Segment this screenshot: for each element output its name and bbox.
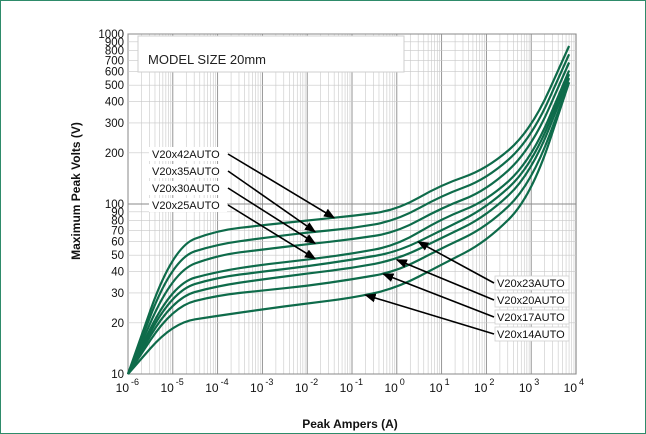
series-label-bg bbox=[494, 326, 570, 342]
y-tick-label: 50 bbox=[111, 250, 124, 262]
series-label: V20x35AUTO bbox=[152, 166, 220, 178]
series-line-v20x20auto bbox=[127, 77, 571, 375]
x-tick-exponent: -3 bbox=[265, 377, 273, 387]
y-tick-label: 90 bbox=[111, 207, 124, 219]
x-tick-label: 10 bbox=[250, 381, 264, 395]
series-label: V20x17AUTO bbox=[497, 312, 565, 324]
x-tick-label: 10 bbox=[429, 381, 443, 395]
series-labels: V20x42AUTO V20x35AUTO V20x30AUTO V20x25AUTO… bbox=[149, 147, 570, 342]
model-size-label: MODEL SIZE 20mm bbox=[148, 52, 266, 67]
x-tick-exponent: 1 bbox=[445, 377, 450, 387]
y-tick-label: 400 bbox=[105, 97, 124, 109]
x-tick-exponent: 0 bbox=[400, 377, 405, 387]
y-tick-label: 100 bbox=[105, 199, 124, 211]
x-tick-exponent: 2 bbox=[489, 377, 494, 387]
series-label-arrow bbox=[395, 259, 495, 301]
series-label-bg bbox=[494, 309, 570, 325]
y-tick-label: 60 bbox=[111, 237, 124, 249]
series-line-v20x23auto bbox=[127, 73, 571, 375]
series-line-v20x14auto bbox=[127, 81, 571, 375]
series-layer bbox=[126, 45, 571, 375]
x-tick-exponent: 4 bbox=[579, 377, 584, 387]
series-label-arrow bbox=[227, 153, 336, 219]
series-label-bg bbox=[149, 181, 227, 195]
x-tick-exponent: -1 bbox=[355, 377, 363, 387]
x-tick-label: 10 bbox=[295, 381, 309, 395]
series-label-bg bbox=[149, 147, 227, 161]
y-tick-label: 500 bbox=[105, 80, 124, 92]
y-tick-label: 1000 bbox=[98, 29, 124, 41]
x-tick-label: 10 bbox=[384, 381, 398, 395]
x-tick-exponent: -5 bbox=[176, 377, 184, 387]
series-label: V20x20AUTO bbox=[497, 295, 565, 307]
x-tick-label: 10 bbox=[519, 381, 533, 395]
series-line-v20x17auto bbox=[127, 81, 571, 375]
series-label: V20x42AUTO bbox=[152, 149, 220, 161]
series-label-arrow bbox=[227, 170, 317, 233]
series-line-v20x25auto bbox=[127, 70, 571, 375]
series-label-arrow bbox=[364, 293, 495, 335]
x-tick-label: 10 bbox=[116, 381, 130, 395]
y-tick-label: 200 bbox=[105, 148, 124, 160]
y-tick-label: 700 bbox=[105, 55, 124, 67]
series-label-bg bbox=[149, 198, 227, 212]
y-tick-label: 40 bbox=[111, 267, 124, 279]
x-axis-label: Peak Ampers (A) bbox=[302, 417, 398, 431]
series-label-bg bbox=[494, 275, 570, 291]
series-label: V20x30AUTO bbox=[152, 183, 220, 195]
x-tick-exponent: -2 bbox=[310, 377, 318, 387]
x-tick-label: 10 bbox=[205, 381, 219, 395]
series-label: V20x14AUTO bbox=[497, 329, 565, 341]
series-label: V20x25AUTO bbox=[152, 200, 220, 212]
tick-labels: 1020304050607080901002003004005006007008… bbox=[98, 29, 584, 395]
series-label-bg bbox=[494, 292, 570, 308]
series-line-v20x30auto bbox=[126, 62, 571, 375]
y-tick-label: 70 bbox=[111, 225, 124, 237]
x-tick-label: 10 bbox=[160, 381, 174, 395]
model-size-box: MODEL SIZE 20mm bbox=[137, 35, 405, 73]
x-tick-label: 10 bbox=[340, 381, 354, 395]
series-line-v20x35auto bbox=[126, 53, 571, 375]
y-tick-label: 10 bbox=[111, 369, 124, 381]
x-tick-exponent: -6 bbox=[131, 377, 139, 387]
y-tick-label: 20 bbox=[111, 318, 124, 330]
y-tick-label: 800 bbox=[105, 45, 124, 57]
y-tick-label: 900 bbox=[105, 37, 124, 49]
x-tick-exponent: -4 bbox=[221, 377, 229, 387]
x-tick-label: 10 bbox=[564, 381, 578, 395]
y-tick-label: 30 bbox=[111, 288, 124, 300]
model-size-box-bg bbox=[137, 35, 405, 73]
y-tick-label: 600 bbox=[105, 67, 124, 79]
series-label-bg bbox=[149, 164, 227, 178]
y-tick-label: 80 bbox=[111, 215, 124, 227]
series-label-arrow bbox=[227, 204, 317, 260]
y-axis-label: Maximum Peak Volts (V) bbox=[69, 122, 83, 260]
series-label-arrow bbox=[417, 241, 495, 284]
y-tick-label: 300 bbox=[105, 118, 124, 130]
x-tick-label: 10 bbox=[474, 381, 488, 395]
series-label-arrow bbox=[382, 273, 495, 318]
series-label-arrow bbox=[227, 187, 317, 245]
series-label: V20x23AUTO bbox=[497, 278, 565, 290]
x-tick-exponent: 3 bbox=[534, 377, 539, 387]
